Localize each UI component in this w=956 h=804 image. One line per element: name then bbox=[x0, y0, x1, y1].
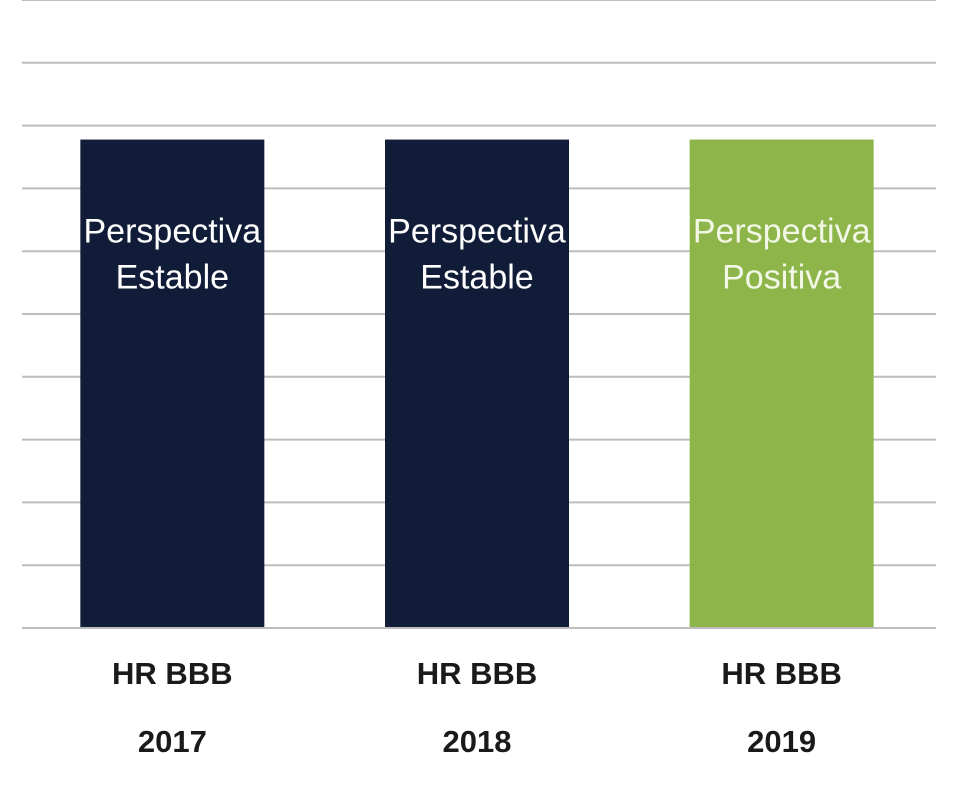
bar-label-line1: Perspectiva bbox=[693, 213, 871, 251]
category-labels-group: HR BBB 2017 HR BBB 2018 HR BBB 2019 bbox=[112, 656, 842, 759]
category-year-label: 2017 bbox=[138, 724, 207, 759]
bar-label: Perspectiva Positiva bbox=[693, 213, 871, 297]
bar-label: Perspectiva Estable bbox=[84, 213, 262, 297]
bar bbox=[80, 139, 265, 629]
bar-label-line1: Perspectiva bbox=[84, 213, 262, 251]
bar-label-line2: Estable bbox=[116, 259, 229, 297]
bar-label-line2: Estable bbox=[420, 259, 533, 297]
bar-label-line1: Perspectiva bbox=[388, 213, 566, 251]
bars-group bbox=[80, 139, 874, 629]
category-rating-label: HR BBB bbox=[112, 656, 233, 691]
category-year-label: 2018 bbox=[443, 724, 512, 759]
bar bbox=[689, 139, 874, 629]
category-rating-label: HR BBB bbox=[417, 656, 538, 691]
bar bbox=[385, 139, 569, 629]
bar-label: Perspectiva Estable bbox=[388, 213, 566, 297]
category-rating-label: HR BBB bbox=[721, 656, 842, 691]
bar-label-line2: Positiva bbox=[722, 259, 841, 297]
category-year-label: 2019 bbox=[747, 724, 816, 759]
